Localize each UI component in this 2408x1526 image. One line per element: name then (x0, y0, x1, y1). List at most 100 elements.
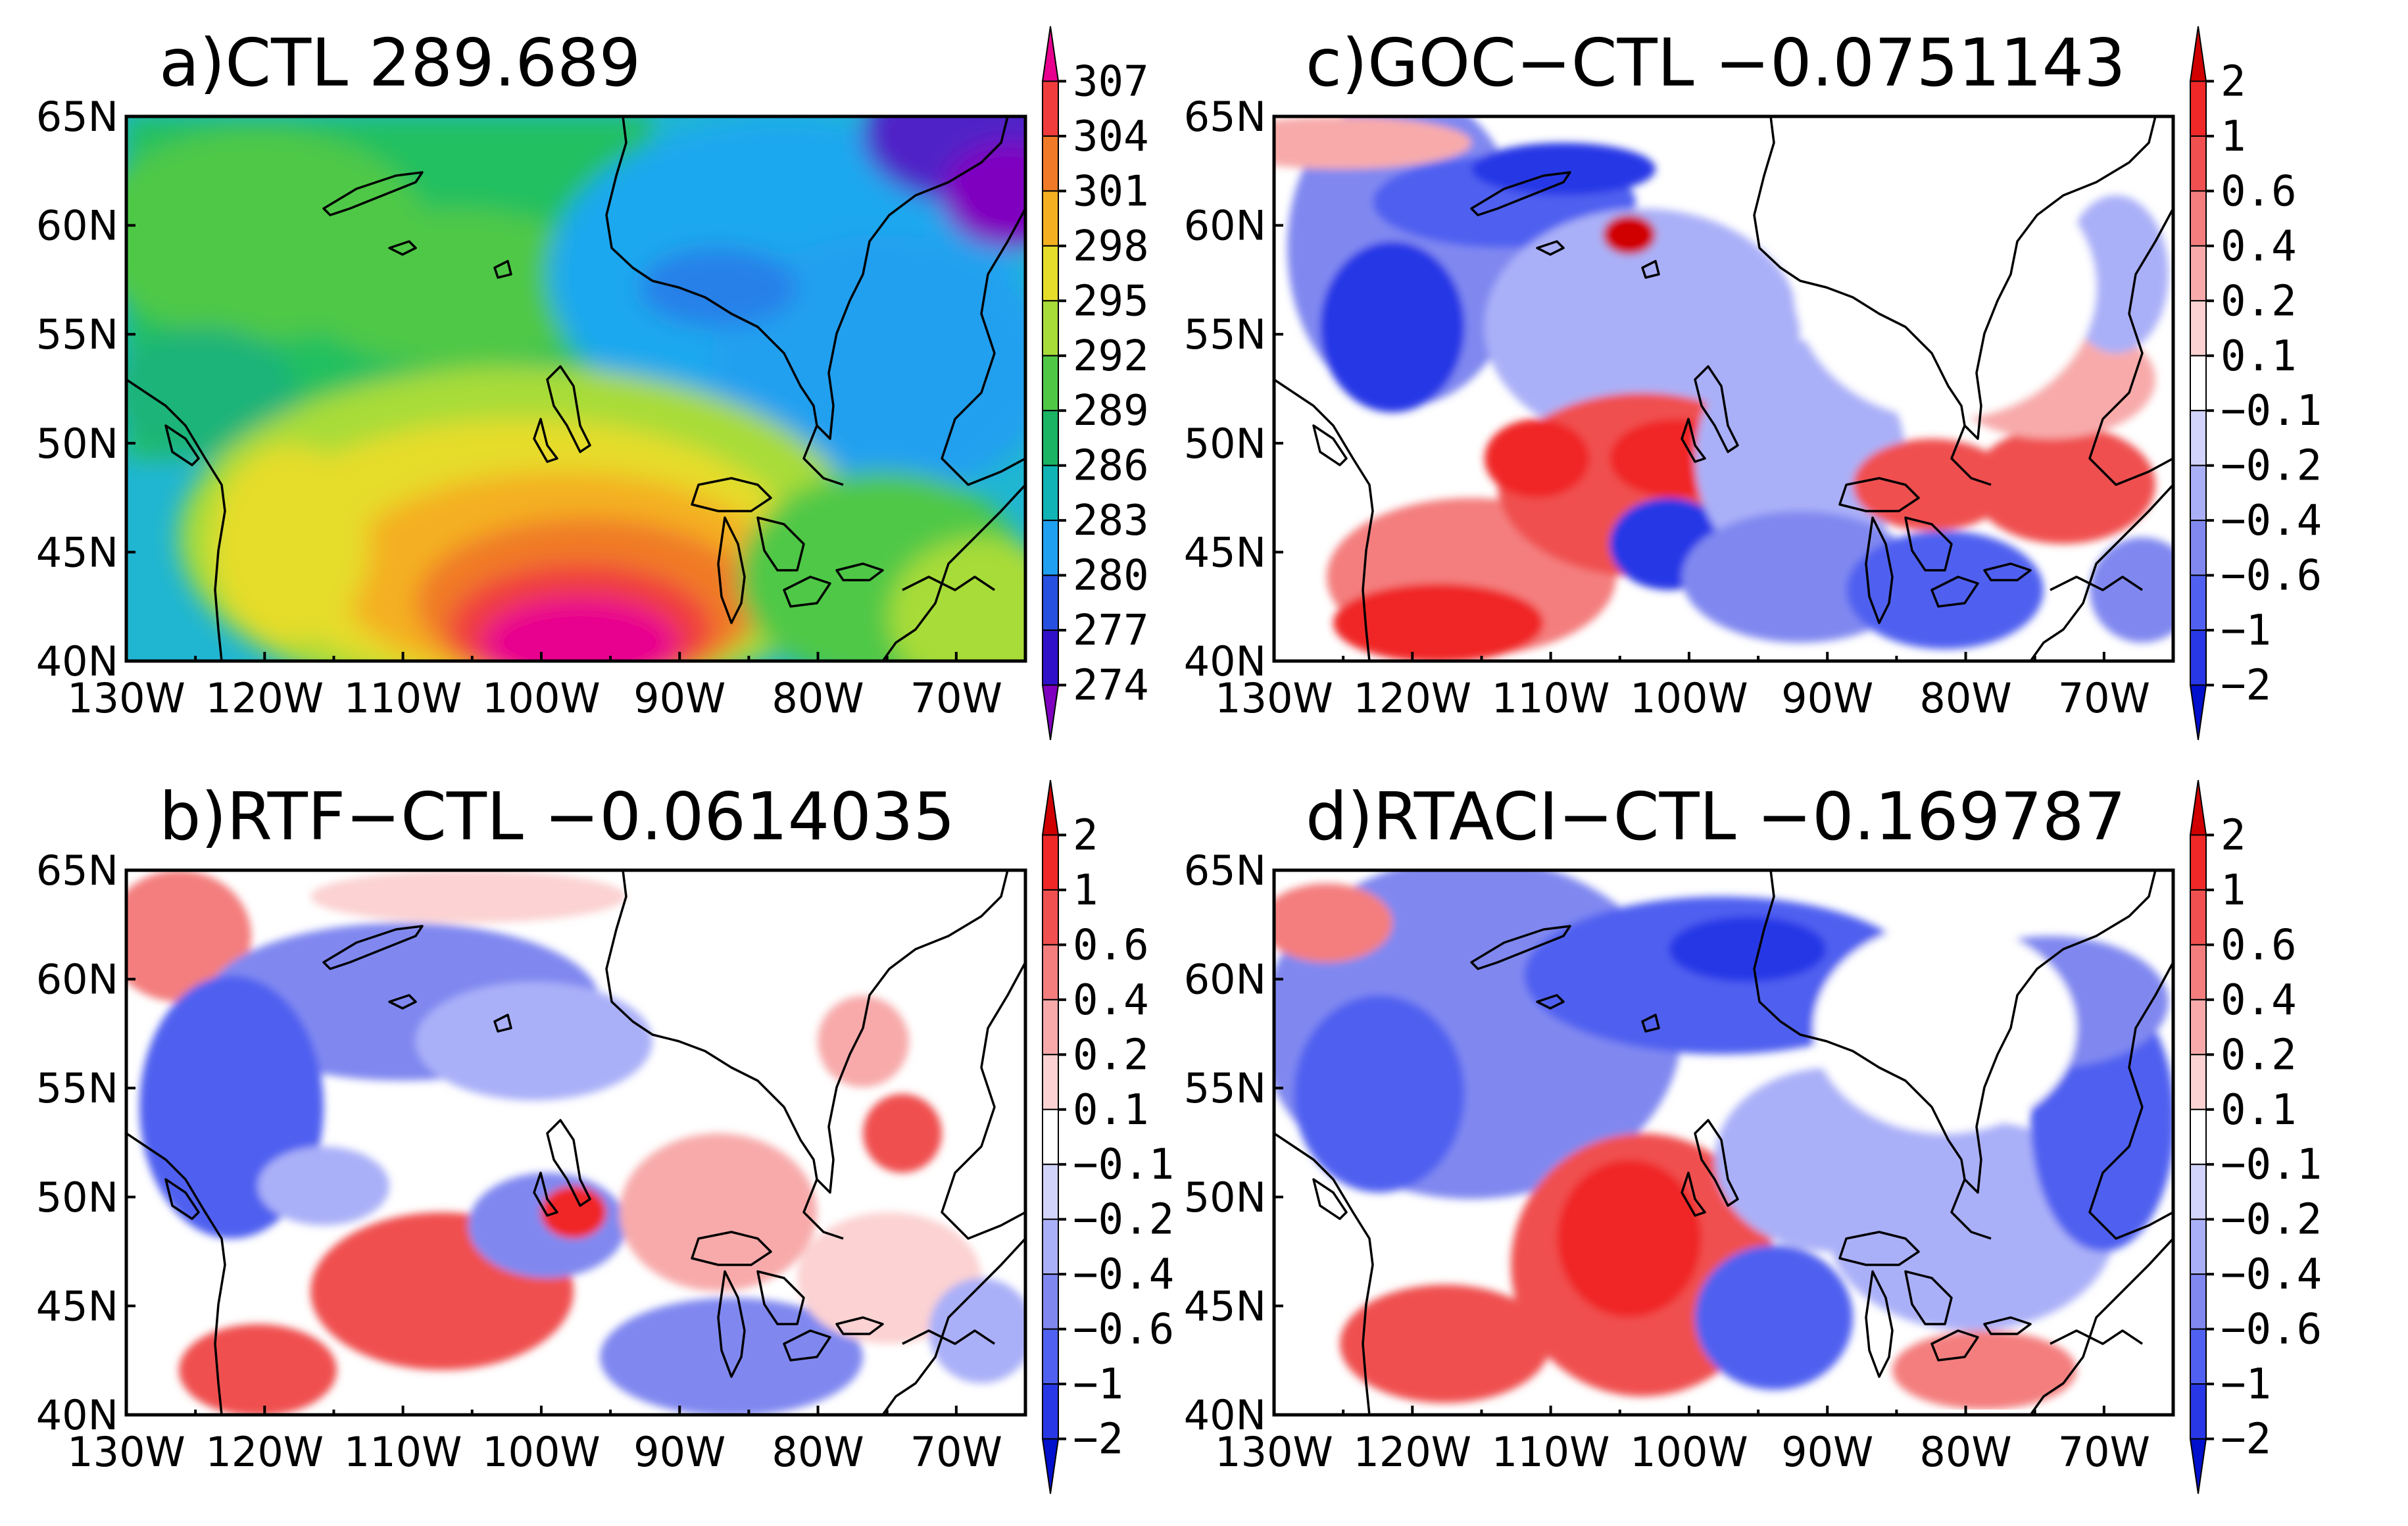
colorbar-segment (2190, 834, 2207, 891)
colorbar-segment (1042, 1108, 1059, 1166)
colorbar-label: 0.1 (2221, 332, 2297, 381)
colorbar-label: 307 (1073, 57, 1149, 106)
lat-label: 40N (36, 637, 118, 685)
colorbar-label: −0.6 (2221, 1306, 2322, 1354)
colorbar-a: 307 304 301 298 295 292 289 286 283 280 277 274 (1041, 26, 1149, 741)
colorbar-segment (1042, 1054, 1059, 1110)
colorbar-segment (2190, 355, 2207, 412)
lat-label: 40N (36, 1391, 118, 1439)
lat-label: 65N (1184, 847, 1266, 895)
lon-label: 80W (1919, 1428, 2011, 1476)
colorbar-segment (1042, 1328, 1059, 1385)
colorbar-layer: 307 304 301 298 295 292 289 286 283 280 277 274 2 1 0.… (1041, 26, 2322, 1494)
colorbar-label: −0.2 (1073, 1196, 1174, 1244)
colorbar-label: 1 (2221, 866, 2246, 915)
colorbar-segment (2190, 410, 2207, 466)
colorbar-segment (1042, 574, 1059, 631)
lon-label: 120W (1353, 674, 1471, 722)
colorbar-segment (1042, 1164, 1059, 1220)
lat-label: 45N (1184, 1282, 1266, 1330)
colorbar-label: 286 (1073, 442, 1149, 491)
colorbar-segment (2189, 684, 2207, 741)
colorbar-segment (1042, 135, 1059, 192)
colorbar-label: 1 (2221, 112, 2246, 161)
colorbar-label: 0.4 (2221, 976, 2297, 1025)
colorbar-segment (1042, 998, 1059, 1056)
colorbar-label: 0.1 (2221, 1086, 2297, 1135)
colorbar-label: 2 (2221, 811, 2246, 860)
panel-d-field (1274, 870, 2173, 1415)
colorbar-segment (2190, 998, 2207, 1056)
colorbar-label: 2 (2221, 57, 2246, 106)
colorbar-segment (1042, 1383, 1059, 1440)
colorbar-segment (2190, 1218, 2207, 1275)
colorbar-c: 2 1 0.6 0.4 0.2 0.1 −0.1 −0.2 −0.4 −0.6 −1 −2 (2189, 26, 2322, 741)
colorbar-label: −0.6 (2221, 552, 2322, 601)
lat-label: 45N (36, 1282, 118, 1330)
panel-c-title: c)GOC−CTL −0.0751143 (1306, 24, 2126, 101)
colorbar-label: 0.1 (1073, 1086, 1149, 1135)
lon-label: 100W (1630, 674, 1748, 722)
colorbar-label: −1 (2221, 606, 2271, 655)
panel-b-field (126, 870, 1025, 1415)
lat-label: 60N (1184, 956, 1266, 1004)
colorbar-segment (1042, 245, 1059, 302)
lon-label: 100W (482, 1428, 601, 1476)
lat-label: 40N (1184, 637, 1266, 685)
lon-label: 80W (772, 1428, 864, 1476)
colorbar-label: 0.2 (1073, 1031, 1149, 1079)
colorbar-label: −0.1 (1073, 1141, 1174, 1189)
colorbar-segment (2190, 889, 2207, 946)
lat-label: 60N (36, 202, 118, 250)
colorbar-segment (2190, 629, 2207, 686)
colorbar-segment (2190, 1383, 2207, 1440)
colorbar-label: 301 (1073, 167, 1149, 216)
colorbar-segment (2189, 779, 2207, 836)
colorbar-segment (1041, 26, 1060, 82)
lon-label: 130W (1215, 1428, 1333, 1476)
lat-label: 55N (36, 1064, 118, 1112)
panel-a-title: a)CTL 289.689 (159, 24, 641, 101)
lat-label: 45N (36, 528, 118, 576)
lon-label: 110W (1492, 674, 1610, 722)
colorbar-label: 1 (1073, 866, 1098, 915)
colorbar-label: 2 (1073, 811, 1098, 860)
colorbar-segment (2190, 1273, 2207, 1330)
lon-label: 120W (1353, 1428, 1471, 1476)
colorbar-label: −0.4 (1073, 1250, 1174, 1299)
colorbar-label: 283 (1073, 497, 1149, 545)
colorbar-label: −2 (1073, 1415, 1123, 1464)
lon-label: 110W (344, 674, 462, 722)
colorbar-segment (2190, 574, 2207, 631)
lon-label: 90W (1781, 674, 1873, 722)
colorbar-label: −0.1 (2221, 387, 2322, 435)
colorbar-segment (2189, 1438, 2207, 1494)
lat-label: 65N (36, 847, 118, 895)
colorbar-segment (1042, 464, 1059, 522)
colorbar-label: 280 (1073, 552, 1149, 601)
lat-label: 50N (36, 1173, 118, 1221)
lon-label: 100W (482, 674, 601, 722)
colorbar-segment (1042, 190, 1059, 247)
lon-label: 80W (1919, 674, 2011, 722)
colorbar-segment (2190, 1108, 2207, 1166)
colorbar-label: −0.1 (2221, 1141, 2322, 1189)
colorbar-segment (2190, 1164, 2207, 1220)
colorbar-label: 0.6 (2221, 167, 2297, 216)
colorbar-b: 2 1 0.6 0.4 0.2 0.1 −0.1 −0.2 −0.4 −0.6 −1 −2 (1041, 779, 1174, 1494)
colorbar-segment (2190, 464, 2207, 522)
lat-label: 55N (36, 310, 118, 358)
lon-label: 70W (2058, 1428, 2150, 1476)
colorbar-label: −0.2 (2221, 442, 2322, 491)
colorbar-d: 2 1 0.6 0.4 0.2 0.1 −0.1 −0.2 −0.4 −0.6 −1 −2 (2189, 779, 2322, 1494)
colorbar-label: 298 (1073, 222, 1149, 271)
colorbar-label: −2 (2221, 1415, 2271, 1464)
colorbar-label: 277 (1073, 606, 1149, 655)
colorbar-label: 292 (1073, 332, 1149, 381)
colorbar-segment (1042, 1273, 1059, 1330)
lon-label: 100W (1630, 1428, 1748, 1476)
colorbar-segment (1042, 629, 1059, 686)
lat-label: 60N (1184, 202, 1266, 250)
lat-label: 50N (1184, 420, 1266, 468)
colorbar-label: 295 (1073, 277, 1149, 326)
